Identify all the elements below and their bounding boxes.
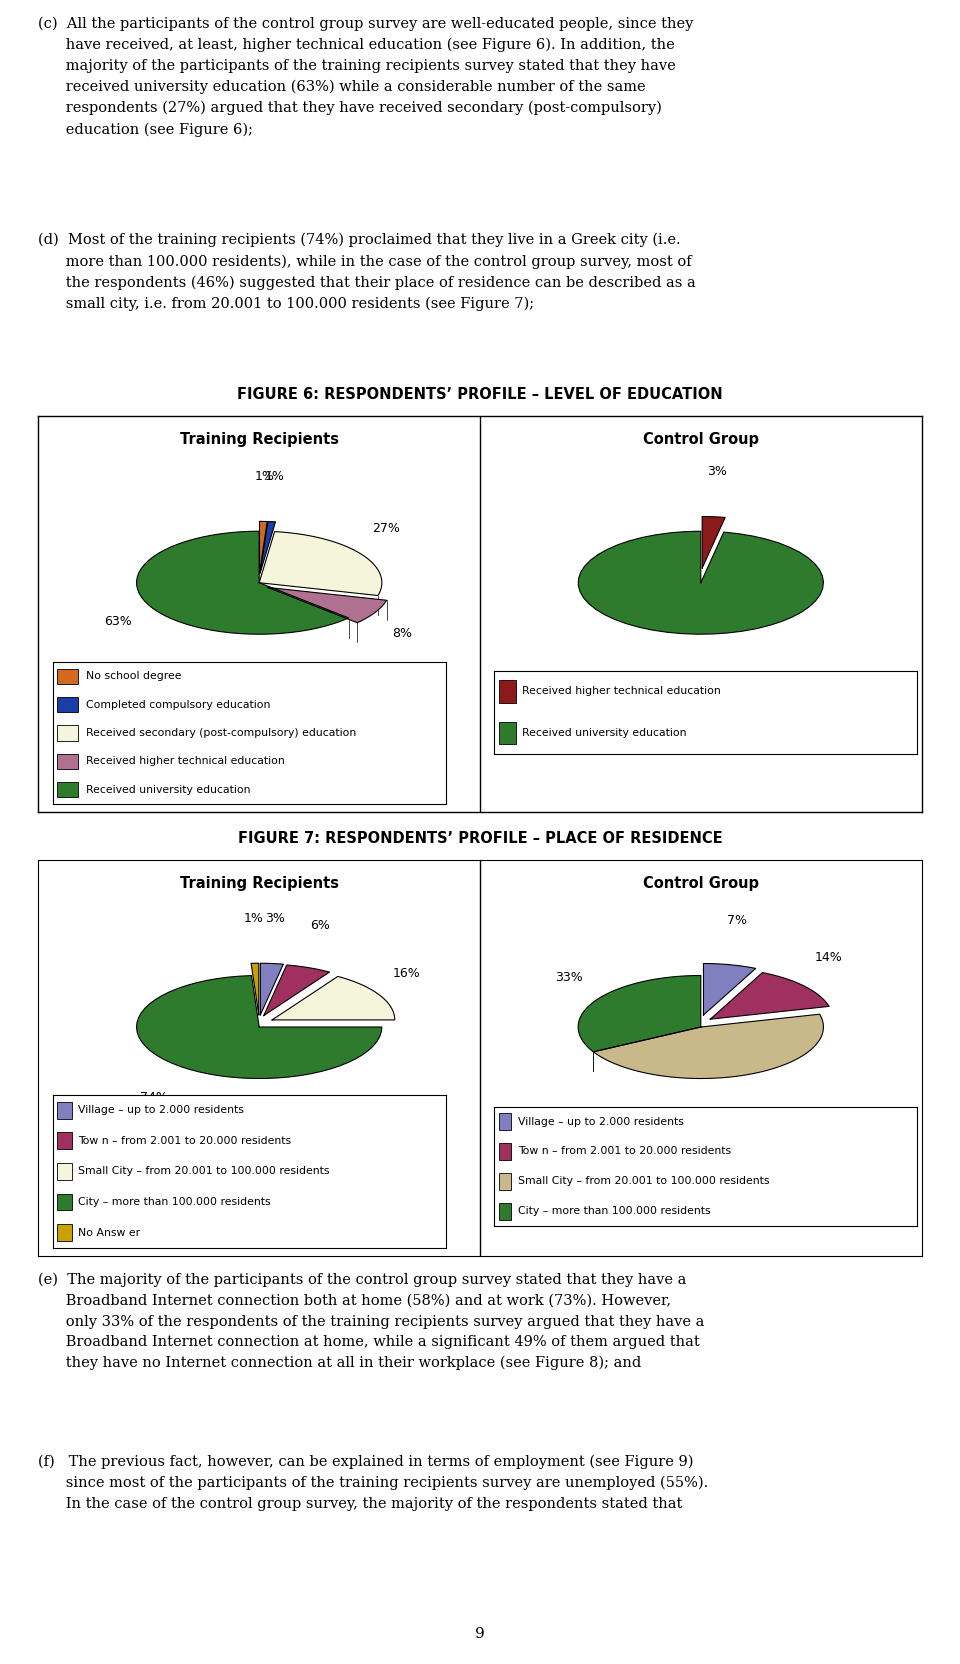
Text: Completed compulsory education: Completed compulsory education [86, 699, 271, 711]
Polygon shape [260, 521, 276, 572]
Bar [498, 722, 516, 744]
Polygon shape [272, 977, 395, 1020]
Text: 1%: 1% [265, 471, 284, 483]
Text: Village – up to 2.000 residents: Village – up to 2.000 residents [517, 1117, 684, 1127]
Text: Small City – from 20.001 to 100.000 residents: Small City – from 20.001 to 100.000 resi… [79, 1166, 330, 1176]
Text: Control Group: Control Group [643, 433, 758, 448]
Bar [57, 697, 79, 712]
Text: 14%: 14% [814, 952, 842, 963]
Text: 97%: 97% [672, 672, 700, 686]
Text: Small City – from 20.001 to 100.000 residents: Small City – from 20.001 to 100.000 resi… [517, 1176, 769, 1186]
Text: 3%: 3% [707, 466, 727, 478]
Text: Received higher technical education: Received higher technical education [86, 755, 285, 767]
Text: (e)  The majority of the participants of the control group survey stated that th: (e) The majority of the participants of … [38, 1273, 705, 1371]
Polygon shape [593, 1013, 824, 1078]
Text: FIGURE 6: RESPONDENTS’ PROFILE – LEVEL OF EDUCATION: FIGURE 6: RESPONDENTS’ PROFILE – LEVEL O… [237, 386, 723, 403]
Bar [57, 1163, 72, 1180]
Polygon shape [704, 963, 756, 1015]
Text: 63%: 63% [105, 614, 132, 627]
Polygon shape [578, 975, 701, 1052]
Text: Received secondary (post-compulsory) education: Received secondary (post-compulsory) edu… [86, 727, 356, 739]
Text: Training Recipients: Training Recipients [180, 877, 339, 892]
Text: Received higher technical education: Received higher technical education [522, 686, 721, 697]
Text: FIGURE 7: RESPONDENTS’ PROFILE – PLACE OF RESIDENCE: FIGURE 7: RESPONDENTS’ PROFILE – PLACE O… [238, 830, 722, 847]
Text: (d)  Most of the training recipients (74%) proclaimed that they live in a Greek : (d) Most of the training recipients (74%… [38, 233, 696, 311]
Polygon shape [136, 531, 348, 634]
Text: 16%: 16% [393, 967, 420, 980]
Text: 8%: 8% [393, 627, 412, 641]
Text: No Answ er: No Answ er [79, 1228, 140, 1238]
Text: 9: 9 [475, 1627, 485, 1641]
Text: Tow n – from 2.001 to 20.000 residents: Tow n – from 2.001 to 20.000 residents [517, 1146, 731, 1156]
Text: City – more than 100.000 residents: City – more than 100.000 residents [517, 1206, 710, 1216]
Bar [57, 726, 79, 740]
Text: 3%: 3% [265, 912, 285, 925]
Bar [498, 1143, 512, 1160]
Text: Received university education: Received university education [86, 784, 251, 795]
Bar [498, 681, 516, 702]
Text: Received university education: Received university education [522, 727, 686, 739]
Bar [57, 1193, 72, 1210]
Text: Village – up to 2.000 residents: Village – up to 2.000 residents [79, 1105, 244, 1115]
Text: Control Group: Control Group [643, 877, 758, 892]
Text: 1%: 1% [244, 912, 264, 925]
Bar [498, 1203, 512, 1220]
Text: City – more than 100.000 residents: City – more than 100.000 residents [79, 1196, 271, 1206]
Polygon shape [259, 521, 267, 572]
Bar [57, 1133, 72, 1150]
Polygon shape [252, 963, 259, 1015]
Text: 33%: 33% [555, 972, 583, 985]
Text: Training Recipients: Training Recipients [180, 433, 339, 448]
Text: No school degree: No school degree [86, 671, 181, 682]
Polygon shape [264, 965, 329, 1015]
Bar [57, 782, 79, 797]
Bar [57, 754, 79, 769]
Polygon shape [268, 587, 387, 622]
Bar [57, 1102, 72, 1118]
Polygon shape [702, 516, 725, 567]
Polygon shape [578, 531, 824, 634]
Text: 27%: 27% [372, 522, 400, 534]
Text: (f)   The previous fact, however, can be explained in terms of employment (see F: (f) The previous fact, however, can be e… [38, 1454, 708, 1511]
Polygon shape [260, 963, 283, 1015]
Text: 7%: 7% [727, 914, 747, 927]
Bar [57, 1225, 72, 1241]
Text: 1%: 1% [254, 469, 275, 483]
Text: 74%: 74% [140, 1092, 168, 1103]
Text: (c)  All the participants of the control group survey are well-educated people, : (c) All the participants of the control … [38, 17, 694, 136]
Bar [57, 669, 79, 684]
Text: Tow n – from 2.001 to 20.000 residents: Tow n – from 2.001 to 20.000 residents [79, 1137, 292, 1146]
Bar [498, 1113, 512, 1130]
Polygon shape [259, 531, 382, 596]
Polygon shape [136, 975, 382, 1078]
Text: 6%: 6% [310, 919, 330, 932]
Polygon shape [710, 972, 829, 1018]
Bar [498, 1173, 512, 1190]
Text: 46%: 46% [743, 1110, 771, 1123]
